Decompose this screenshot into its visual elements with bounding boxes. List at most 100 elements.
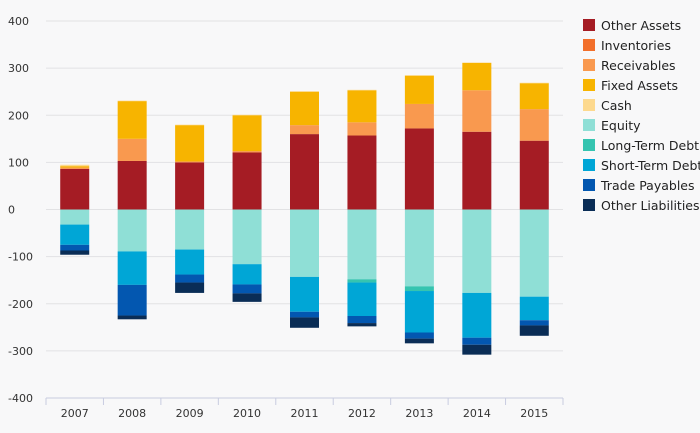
bar-segment[interactable] [404,286,434,292]
bar-segment[interactable] [519,296,549,321]
bar-segment[interactable] [347,122,377,136]
bar-segment[interactable] [232,293,262,302]
bar-segment[interactable] [462,131,492,210]
bars [60,62,549,355]
bar-segment[interactable] [60,166,90,168]
legend-item[interactable]: Short-Term Debt [583,158,700,173]
bar-segment[interactable] [175,249,205,275]
bar-segment[interactable] [347,135,377,210]
bar-segment[interactable] [519,320,549,326]
legend-item[interactable]: Other Assets [583,18,681,33]
bar-segment[interactable] [117,284,147,316]
bar-segment[interactable] [290,276,319,312]
bar-segment[interactable] [232,264,262,285]
bar-segment[interactable] [404,75,434,104]
bar-segment[interactable] [232,151,262,153]
bar-segment[interactable] [462,337,492,345]
legend-item[interactable]: Trade Payables [583,178,695,193]
bar-segment[interactable] [462,344,492,355]
bar-segment[interactable] [175,161,205,163]
bar-segment[interactable] [60,250,90,255]
bar-segment[interactable] [175,274,205,283]
bar-segment[interactable] [462,209,492,293]
legend-label: Equity [601,118,641,133]
bar-segment[interactable] [462,292,492,338]
y-tick-label: -200 [8,298,33,311]
legend-label: Trade Payables [600,178,695,193]
bar-segment[interactable] [60,164,90,167]
bar-segment[interactable] [462,62,492,91]
bar-segment[interactable] [404,338,434,344]
bar-segment[interactable] [290,311,319,318]
bar-segment[interactable] [117,251,147,285]
legend-item[interactable]: Inventories [583,38,671,53]
bar-segment[interactable] [175,209,205,250]
legend-swatch [583,139,595,151]
bar-segment[interactable] [175,282,205,293]
legend-swatch [583,59,595,71]
bar-segment[interactable] [232,115,262,152]
y-tick-label: -300 [8,345,33,358]
x-tick-label: 2007 [61,407,89,420]
bar-segment[interactable] [404,209,434,287]
x-tick-label: 2010 [233,407,261,420]
bar-segment[interactable] [117,101,147,139]
legend-item[interactable]: Fixed Assets [583,78,678,93]
bar-segment[interactable] [175,162,205,210]
bar-segment[interactable] [404,332,434,339]
bar-segment[interactable] [347,90,377,123]
bar-segment[interactable] [519,109,549,141]
x-tick-label: 2009 [176,407,204,420]
legend-item[interactable]: Other Liabilities [583,198,700,213]
bar-segment[interactable] [60,168,90,210]
x-tick-label: 2011 [291,407,319,420]
bar-segment[interactable] [117,315,147,320]
legend: Other Assets Inventories Receivables Fixed … [583,18,700,213]
legend-swatch [583,39,595,51]
bar-segment[interactable] [290,91,319,126]
bar-segment[interactable] [347,316,377,324]
bar-segment[interactable] [232,209,262,265]
bar-segment[interactable] [60,224,90,245]
legend-swatch [583,119,595,131]
bar-segment[interactable] [347,282,377,317]
legend-item[interactable]: Equity [583,118,641,133]
bar-segment[interactable] [519,83,549,110]
bar-segment[interactable] [117,160,147,210]
bar-segment[interactable] [404,128,434,210]
bar-segment[interactable] [462,90,492,132]
bar-segment[interactable] [404,291,434,333]
bar-segment[interactable] [290,317,319,328]
bar-segment[interactable] [519,209,549,297]
bar-segment[interactable] [60,244,90,251]
bar-segment[interactable] [347,323,377,327]
x-tick-label: 2012 [348,407,376,420]
legend-item[interactable]: Long-Term Debt [583,138,699,153]
legend-item[interactable]: Cash [583,98,632,113]
legend-label: Fixed Assets [601,78,678,93]
bar-segment[interactable] [117,138,147,161]
bar-segment[interactable] [175,125,205,162]
x-tick-label: 2013 [405,407,433,420]
bar-segment[interactable] [232,152,262,210]
y-tick-label: -100 [8,251,33,264]
bar-segment[interactable] [347,279,377,283]
legend-swatch [583,79,595,91]
bar-segment[interactable] [290,134,319,210]
legend-swatch [583,179,595,191]
legend-label: Inventories [601,38,671,53]
bar-segment[interactable] [519,325,549,336]
bar-segment[interactable] [117,209,147,252]
bar-segment[interactable] [232,284,262,294]
legend-label: Other Liabilities [601,198,700,213]
bar-segment[interactable] [404,103,434,129]
legend-item[interactable]: Receivables [583,58,676,73]
bar-segment[interactable] [347,209,377,280]
bar-segment[interactable] [290,209,319,277]
bar-segment[interactable] [60,167,90,169]
bar-segment[interactable] [290,125,319,135]
y-tick-label: 0 [8,204,15,217]
bar-segment[interactable] [519,140,549,210]
legend-label: Long-Term Debt [601,138,699,153]
bar-segment[interactable] [60,209,90,225]
